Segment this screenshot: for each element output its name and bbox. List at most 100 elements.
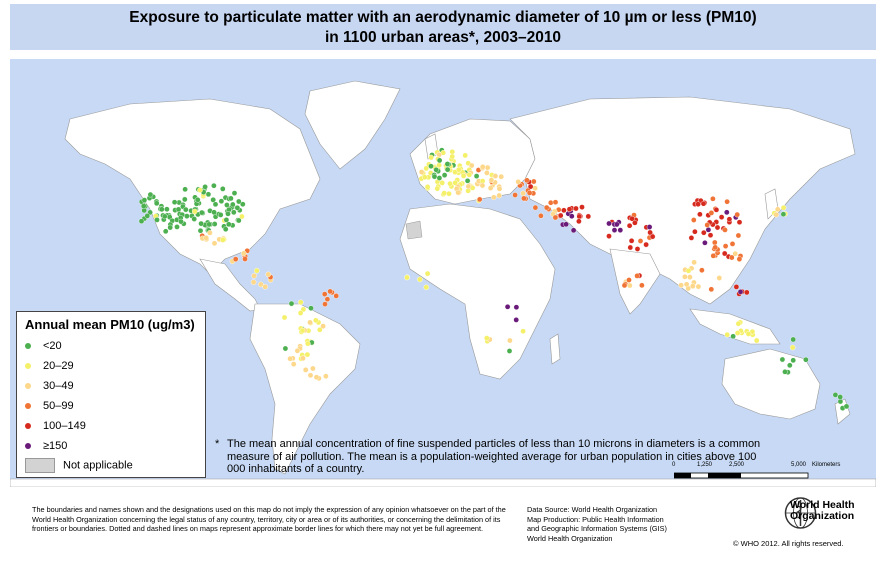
city-dot <box>573 205 579 212</box>
city-dot <box>483 335 490 341</box>
city-dot <box>695 201 701 207</box>
city-dot <box>745 331 752 337</box>
city-dot <box>423 165 430 172</box>
legend-label-100-149: 100–149 <box>43 420 86 432</box>
city-dot <box>197 227 204 234</box>
city-dot <box>707 232 714 238</box>
city-dot <box>324 296 331 302</box>
legend-label-30-49: 30–49 <box>43 380 74 392</box>
city-dot <box>722 227 728 233</box>
city-dot <box>164 206 170 212</box>
legend-label-50-99: 50–99 <box>43 400 74 412</box>
legend-item-30-49: 30–49 <box>25 380 74 392</box>
city-dot <box>320 323 326 329</box>
city-dot <box>144 213 151 219</box>
legend-label-lt20: <20 <box>43 340 62 352</box>
city-dot <box>736 219 743 225</box>
city-dot <box>297 299 304 306</box>
city-dot <box>722 243 729 249</box>
city-dot <box>473 173 480 179</box>
who-emblem-icon <box>784 497 817 529</box>
city-dot <box>637 238 644 244</box>
city-dot <box>153 200 160 207</box>
city-dot <box>436 162 442 168</box>
city-dot <box>300 355 306 362</box>
city-dot <box>476 196 483 203</box>
city-dot <box>734 211 741 218</box>
land-masses <box>10 80 876 487</box>
legend-dot-ge150 <box>25 443 31 450</box>
city-dot <box>322 301 328 307</box>
city-dot <box>682 273 688 280</box>
legend-item-100-149: 100–149 <box>25 420 86 432</box>
city-dot <box>162 228 169 235</box>
city-dot <box>506 348 513 354</box>
city-dot <box>158 206 165 213</box>
city-dot <box>250 279 257 285</box>
city-dot <box>507 337 513 344</box>
city-dot <box>695 283 702 290</box>
city-dot <box>678 282 684 288</box>
city-dot <box>685 267 692 274</box>
legend-item-not-applicable: Not applicable <box>25 458 133 473</box>
legend-label-20-29: 20–29 <box>43 360 74 372</box>
city-dot <box>441 172 448 178</box>
city-dot <box>191 208 198 215</box>
city-dot <box>714 224 721 231</box>
city-dot <box>576 218 582 225</box>
city-dot <box>724 331 731 338</box>
city-dot <box>444 166 451 173</box>
city-dot <box>447 180 453 187</box>
city-dot <box>181 196 188 203</box>
city-dot <box>444 161 451 167</box>
city-dot <box>455 189 461 196</box>
legend: Annual mean PM10 (ug/m3) <20 20–29 30–49… <box>16 311 206 478</box>
city-dot <box>171 199 178 205</box>
city-dot <box>552 214 559 221</box>
city-dot <box>843 403 850 410</box>
city-dot <box>832 392 839 398</box>
city-dot <box>436 157 443 164</box>
city-dot <box>521 195 527 202</box>
city-dot <box>222 226 229 232</box>
city-dot <box>687 274 693 280</box>
disclaimer: The boundaries and names shown and the d… <box>32 505 506 533</box>
city-dot <box>219 186 226 192</box>
city-dot <box>779 356 786 363</box>
legend-dot-30-49 <box>25 383 31 390</box>
city-dot <box>431 173 438 180</box>
city-dot <box>710 195 716 202</box>
world-map[interactable] <box>10 59 876 487</box>
city-dot <box>490 194 497 201</box>
city-dot <box>205 191 212 198</box>
city-dot <box>428 163 434 169</box>
city-dot <box>488 177 495 183</box>
city-dot <box>464 178 471 184</box>
source-line4: World Health Organization <box>527 533 613 543</box>
city-dot <box>708 286 715 293</box>
city-dot <box>683 281 690 288</box>
city-dot <box>184 213 190 219</box>
north-america-shape <box>64 98 321 275</box>
europe-shape <box>409 118 536 205</box>
city-dot <box>225 210 231 217</box>
city-dot <box>316 326 323 333</box>
city-dot <box>606 233 612 239</box>
city-dot <box>692 228 698 235</box>
city-dot <box>484 170 490 176</box>
city-dot <box>174 224 180 230</box>
city-dot <box>441 190 448 196</box>
city-dot <box>718 214 725 220</box>
city-dot <box>576 213 583 220</box>
asia-shape <box>509 96 856 305</box>
city-dot <box>548 199 554 206</box>
city-dot <box>452 180 459 186</box>
city-dot <box>513 317 520 323</box>
city-dot <box>258 281 264 288</box>
city-dot <box>433 167 440 173</box>
city-dot <box>333 293 340 299</box>
city-dot <box>202 184 208 190</box>
who-logo-text: World Health Organization <box>790 500 855 522</box>
city-dot <box>479 164 486 170</box>
city-dot <box>479 182 486 189</box>
